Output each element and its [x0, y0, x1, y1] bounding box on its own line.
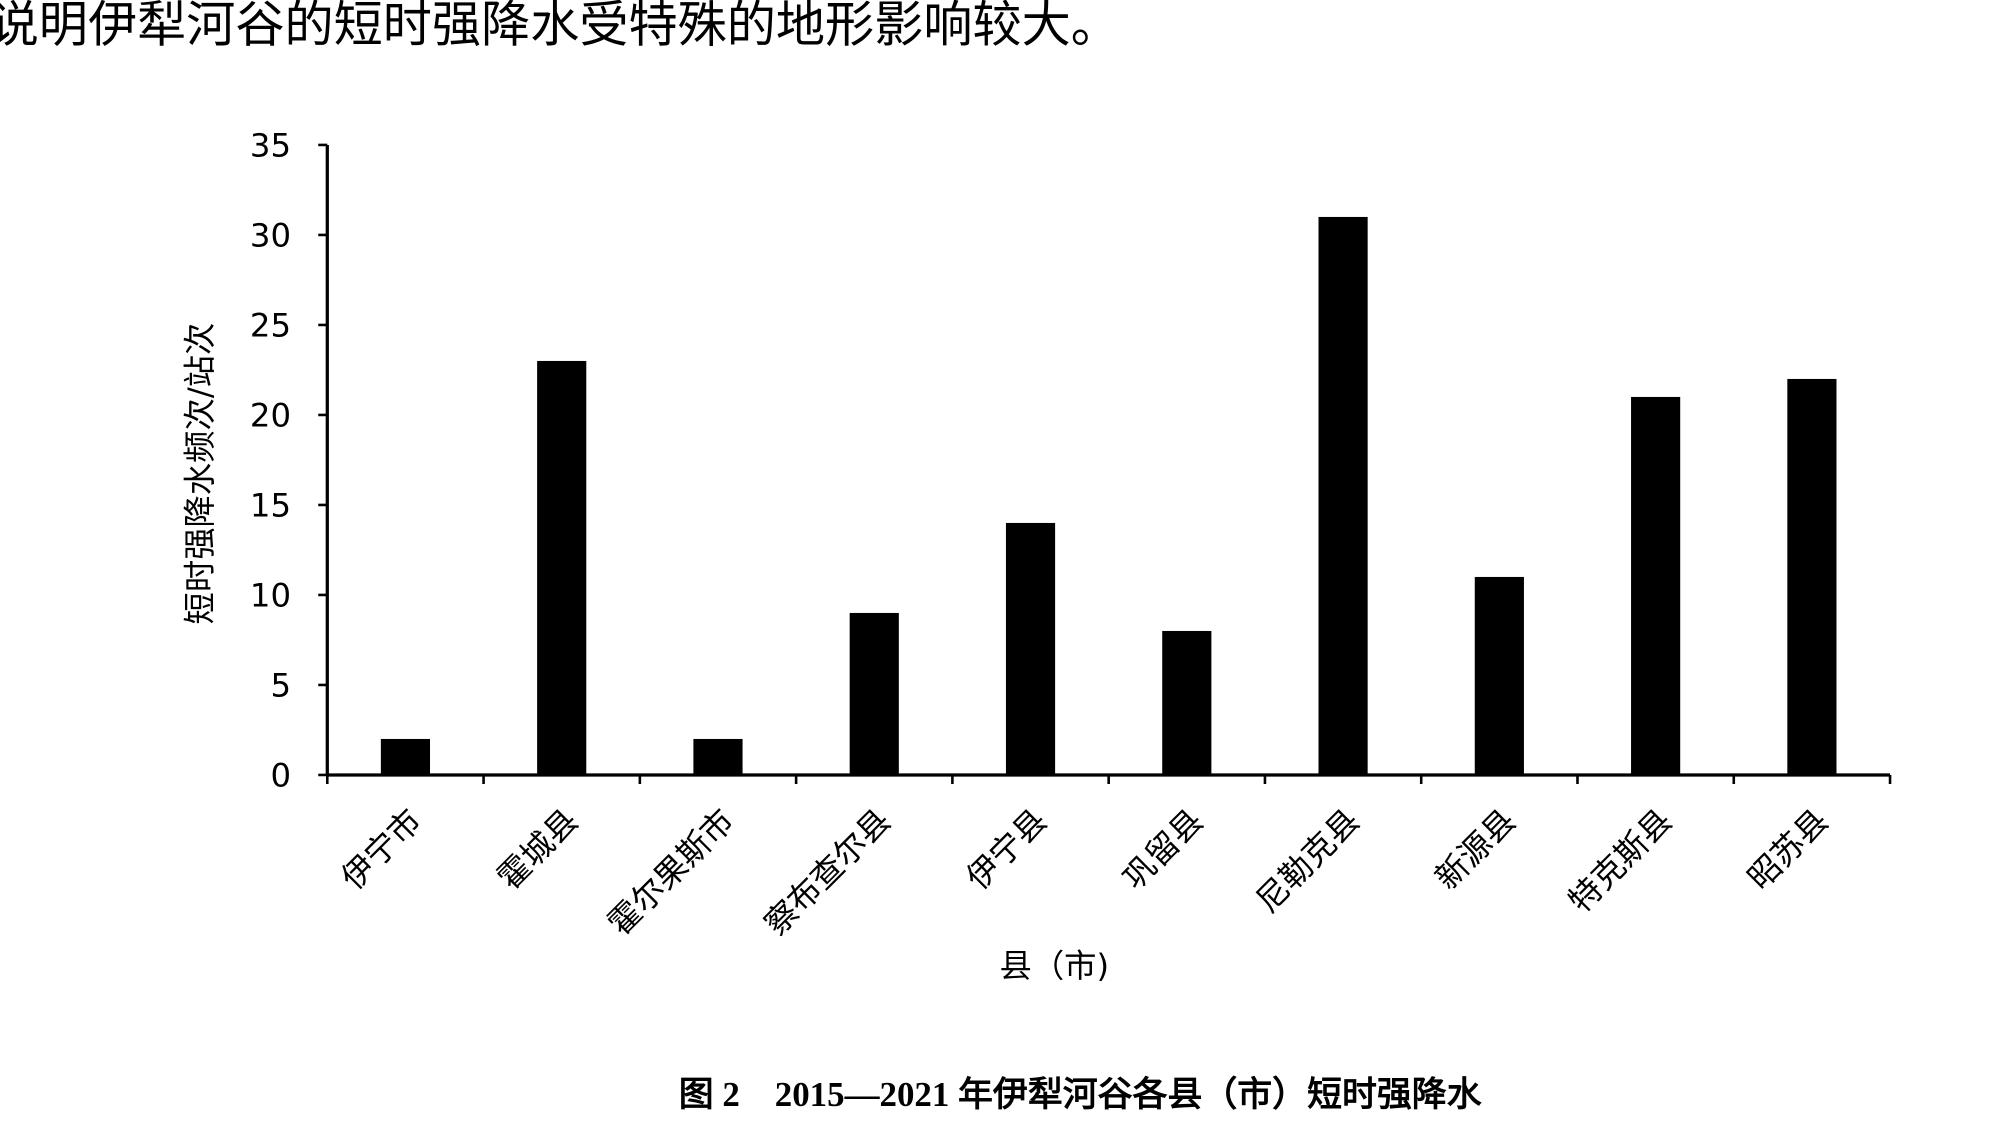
- bar: [693, 738, 743, 775]
- bar: [1474, 576, 1524, 775]
- x-tick-label: 巩留县: [1115, 802, 1210, 897]
- bar: [1318, 216, 1368, 775]
- bar: [1162, 630, 1212, 775]
- y-tick-label: 10: [250, 577, 291, 615]
- x-tick-label: 昭苏县: [1740, 802, 1835, 897]
- y-tick-label: 0: [270, 757, 291, 795]
- x-axis-label: 县（市): [1000, 947, 1110, 985]
- bar: [537, 360, 587, 775]
- x-tick-label: 伊宁县: [959, 802, 1054, 897]
- x-tick-label: 霍尔果斯市: [601, 802, 742, 943]
- x-tick-label: 察布查尔县: [757, 802, 898, 943]
- x-tick-label: 伊宁市: [334, 802, 429, 897]
- y-axis-label: 短时强降水频次/站次: [181, 323, 219, 625]
- y-tick-label: 20: [250, 397, 291, 435]
- y-tick-label: 15: [250, 487, 291, 525]
- x-tick-label: 霍城县: [490, 802, 585, 897]
- paragraph: 说明伊犁河谷的短时强降水受特殊的地形影响较大。: [0, 0, 1120, 53]
- bar: [1005, 522, 1056, 775]
- y-tick-label: 30: [250, 217, 291, 255]
- y-tick-label: 35: [250, 127, 291, 165]
- chart-title: 图 2 2015—2021 年伊犁河谷各县（市）短时强降水: [679, 1074, 1483, 1114]
- x-tick-label: 特克斯县: [1561, 802, 1679, 920]
- bar: [849, 612, 899, 775]
- bar: [1631, 396, 1681, 775]
- bar: [1787, 378, 1837, 775]
- y-tick-label: 25: [250, 307, 291, 345]
- x-tick-label: 尼勒克县: [1249, 802, 1367, 920]
- x-tick-label: 新源县: [1428, 802, 1523, 897]
- y-tick-label: 5: [270, 667, 291, 705]
- bar: [380, 738, 431, 775]
